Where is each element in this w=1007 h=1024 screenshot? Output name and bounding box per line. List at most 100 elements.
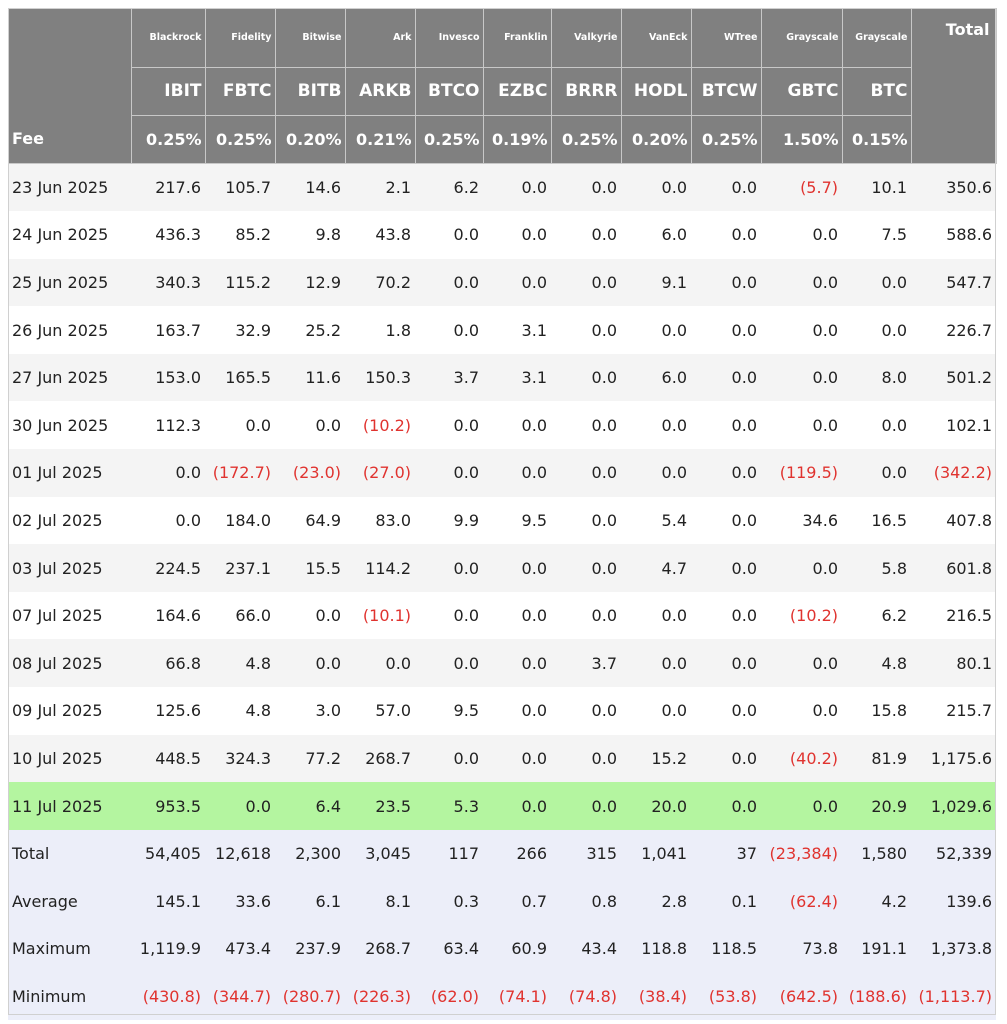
summary-cell: 117 [415,829,483,878]
flow-cell: 448.5 [131,734,205,783]
flow-cell: 0.0 [275,591,345,640]
flow-cell: 57.0 [345,687,415,735]
flow-cell: 217.6 [131,163,205,212]
summary-cell: 0.7 [483,877,551,925]
issuer-row: Blackrock Fidelity Bitwise Ark Invesco Frankl… [8,8,997,68]
flow-cell: 3.1 [483,353,551,402]
corner-cell [8,67,132,115]
flow-cell: 25.2 [275,306,345,354]
issuer-header: Grayscale [842,8,912,68]
flow-cell: (10.2) [761,591,842,640]
summary-cell: (226.3) [345,972,415,1021]
summary-row: Average 145.1 33.6 6.1 8.1 0.3 0.7 0.8 2.8 0.1 (62… [8,877,996,925]
ticker-header: ARKB [345,67,416,116]
flow-cell: 3.0 [275,687,345,735]
issuer-header: Blackrock [131,8,206,68]
flow-cell: 0.0 [415,591,483,640]
ticker-header: BITB [275,67,346,116]
flow-cell: 66.0 [205,591,275,640]
summary-cell: 2,300 [275,829,345,878]
flow-cell: 16.5 [842,496,911,545]
row-date: 07 Jul 2025 [8,591,131,640]
flow-cell: 224.5 [131,544,205,592]
flow-cell: 0.0 [551,687,621,735]
ticker-header: EZBC [483,67,552,116]
flow-cell: 0.0 [761,258,842,307]
row-total: 1,175.6 [911,734,996,783]
flow-cell: 3.1 [483,306,551,354]
issuer-header: VanEck [621,8,692,68]
table-row: 01 Jul 2025 0.0 (172.7) (23.0) (27.0) 0.0 0.0 0… [8,449,996,497]
flow-cell: 0.0 [842,449,911,497]
flow-cell: 0.0 [131,449,205,497]
flow-cell: 0.0 [761,401,842,450]
flow-cell: 0.0 [483,782,551,830]
fee-value: 0.25% [415,115,484,164]
table-row: 03 Jul 2025 224.5 237.1 15.5 114.2 0.0 0.0 0.0 4… [8,544,996,592]
flow-cell: 81.9 [842,734,911,783]
row-total: 501.2 [911,353,996,402]
summary-cell: 0.8 [551,877,621,925]
row-date: 24 Jun 2025 [8,211,131,259]
summary-cell: (62.0) [415,972,483,1021]
flow-cell: 14.6 [275,163,345,212]
flow-cell: 0.0 [551,734,621,783]
flow-cell: 153.0 [131,353,205,402]
table-body: 23 Jun 2025 217.6 105.7 14.6 2.1 6.2 0.0 0.0 0.0… [8,163,996,1021]
row-date: 27 Jun 2025 [8,353,131,402]
issuer-header: Valkyrie [551,8,622,68]
fee-value: 0.25% [551,115,622,164]
table-row-highlighted: 11 Jul 2025 953.5 0.0 6.4 23.5 5.3 0.0 0.0 20.0 0… [8,782,996,830]
row-total: 1,029.6 [911,782,996,830]
flow-cell: 0.0 [551,353,621,402]
flow-cell: 0.0 [483,401,551,450]
total-column-spacer [911,115,997,164]
summary-cell: 1,580 [842,829,911,878]
flow-cell: 0.0 [842,401,911,450]
row-date: 03 Jul 2025 [8,544,131,592]
flow-cell: 953.5 [131,782,205,830]
flow-cell: 0.0 [621,401,691,450]
flow-cell: 9.5 [415,687,483,735]
summary-cell: 118.8 [621,925,691,973]
flow-cell: 9.8 [275,211,345,259]
flow-cell: 0.0 [551,496,621,545]
flow-cell: 0.0 [551,258,621,307]
summary-cell: (430.8) [131,972,205,1021]
flow-cell: 6.2 [842,591,911,640]
issuer-header: Invesco [415,8,484,68]
row-total: 226.7 [911,306,996,354]
flow-cell: 0.0 [691,258,761,307]
flow-cell: 0.0 [691,353,761,402]
row-total: 588.6 [911,211,996,259]
table-row: 26 Jun 2025 163.7 32.9 25.2 1.8 0.0 3.1 0.0 0.0 0… [8,306,996,354]
flow-cell: 0.0 [761,306,842,354]
summary-label: Maximum [8,925,131,973]
row-total: 601.8 [911,544,996,592]
table-row: 08 Jul 2025 66.8 4.8 0.0 0.0 0.0 0.0 3.7 0.0 0.0 0… [8,639,996,688]
flow-cell: 0.0 [761,211,842,259]
flow-cell: 184.0 [205,496,275,545]
total-column-header: Total [911,8,997,67]
ticker-header: GBTC [761,67,843,116]
summary-cell: 266 [483,829,551,878]
flow-cell: 12.9 [275,258,345,307]
flow-cell: 15.8 [842,687,911,735]
flow-cell: 3.7 [415,353,483,402]
flow-cell: 0.0 [761,687,842,735]
issuer-header: Grayscale [761,8,843,68]
flow-cell: 0.0 [415,211,483,259]
flow-cell: 6.2 [415,163,483,212]
table-row: 10 Jul 2025 448.5 324.3 77.2 268.7 0.0 0.0 0.0 1… [8,734,996,783]
flow-cell: 165.5 [205,353,275,402]
fee-value: 0.25% [131,115,206,164]
flow-cell: 20.0 [621,782,691,830]
flow-cell: 5.8 [842,544,911,592]
flow-cell: 9.9 [415,496,483,545]
summary-cell: 63.4 [415,925,483,973]
fee-value: 0.19% [483,115,552,164]
ticker-header: FBTC [205,67,276,116]
summary-cell: 1,041 [621,829,691,878]
flow-cell: 0.0 [761,639,842,688]
row-date: 02 Jul 2025 [8,496,131,545]
